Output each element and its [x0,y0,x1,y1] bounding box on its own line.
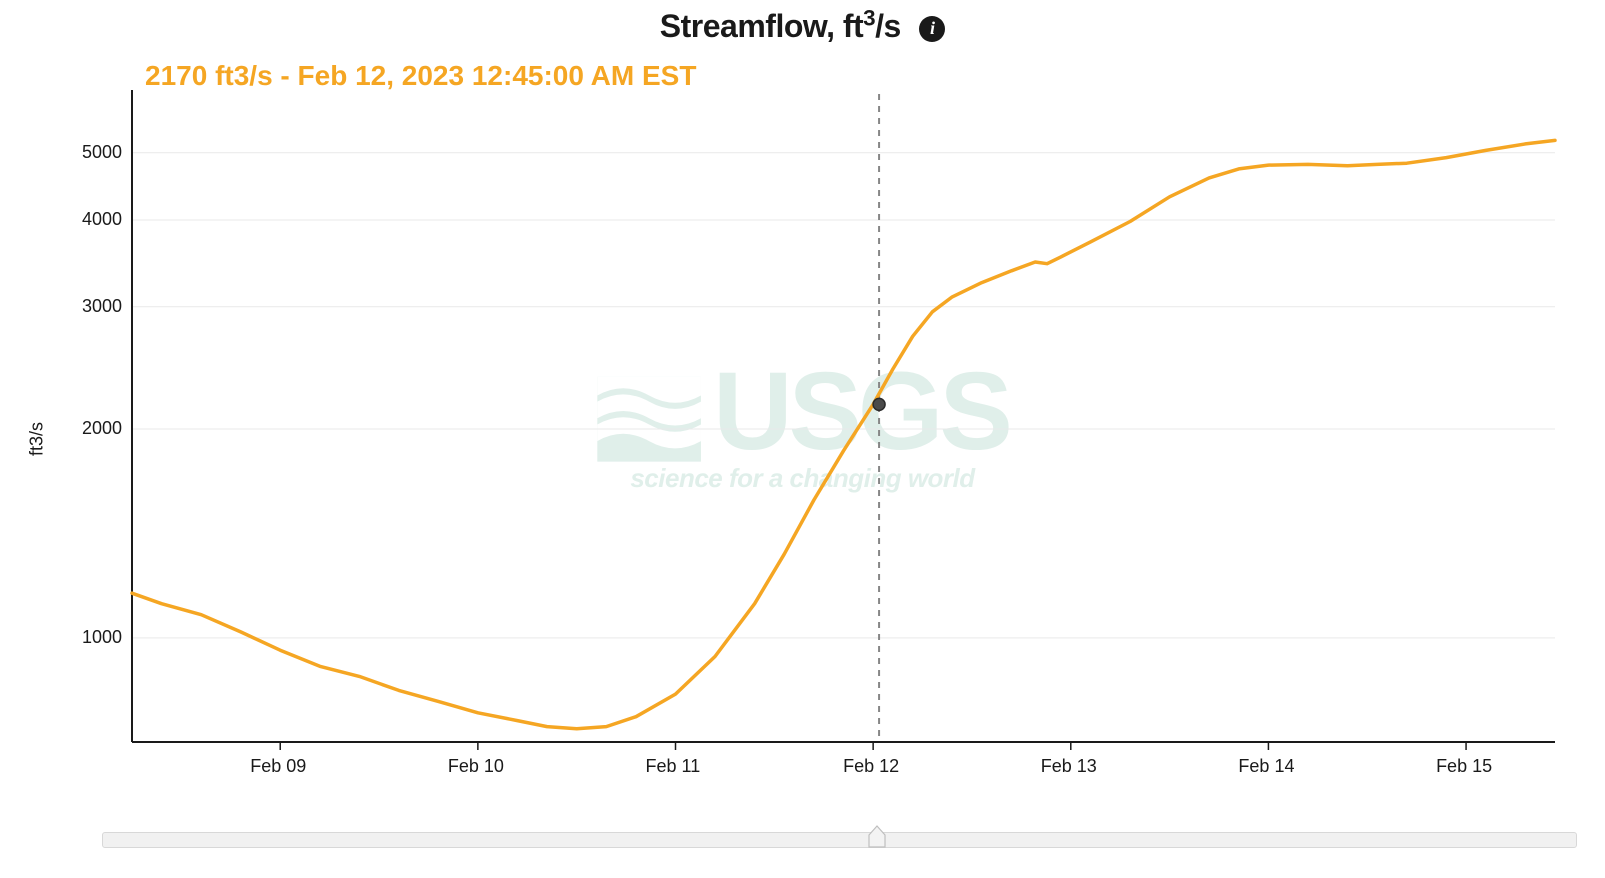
time-scrubber-handle[interactable] [866,825,888,849]
x-tick-label: Feb 09 [250,756,306,777]
x-tick-label: Feb 13 [1041,756,1097,777]
streamflow-chart[interactable] [0,0,1605,878]
x-tick-label: Feb 14 [1238,756,1294,777]
y-tick-label: 2000 [70,418,122,439]
x-tick-label: Feb 12 [843,756,899,777]
x-tick-label: Feb 11 [646,756,701,777]
x-tick-label: Feb 10 [448,756,504,777]
y-tick-label: 1000 [70,627,122,648]
time-scrubber-track[interactable] [102,832,1577,848]
y-tick-label: 5000 [70,142,122,163]
y-tick-label: 4000 [70,209,122,230]
y-tick-label: 3000 [70,296,122,317]
x-tick-label: Feb 15 [1436,756,1492,777]
